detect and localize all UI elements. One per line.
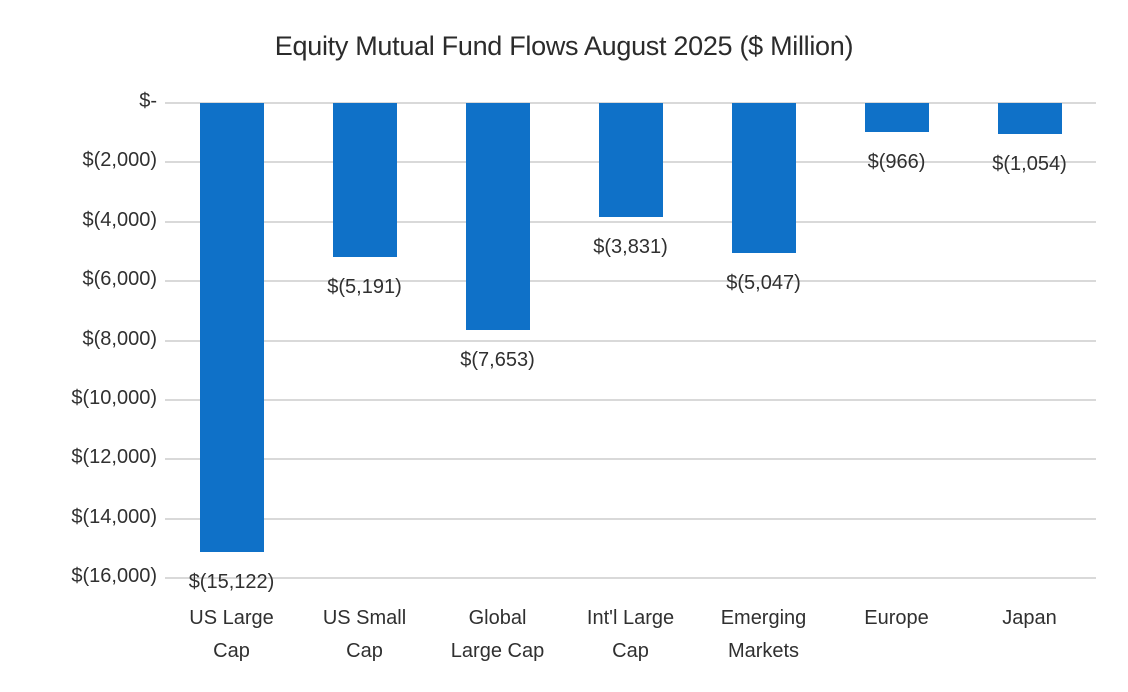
y-tick-label-10-000: $(10,000): [71, 386, 157, 409]
x-category-label-line: Global: [468, 607, 527, 629]
gridline-12-000: [165, 458, 1096, 461]
y-tick-label-8-000: $(8,000): [82, 327, 158, 350]
gridline-4-000: [165, 220, 1096, 223]
x-category-label-line: US Large: [189, 607, 274, 629]
gridline-8-000: [165, 339, 1096, 342]
x-category-label-line: Japan: [1002, 607, 1057, 629]
x-category-label-line: Emerging: [720, 607, 807, 629]
gridline-14-000: [165, 517, 1096, 520]
value-label-europe: $(966): [867, 150, 926, 173]
bar-us-small-cap: [332, 103, 397, 258]
x-category-label-global-large-cap: Global Large Cap: [423, 602, 573, 668]
y-tick-label-14-000: $(14,000): [71, 505, 157, 528]
x-category-label-int-l-large-cap: Int'l Large Cap: [556, 602, 706, 668]
value-label-us-small-cap: $(5,191): [327, 276, 402, 299]
x-category-label-us-small-cap: US Small Cap: [290, 602, 440, 668]
x-category-label-line: Cap: [612, 640, 649, 662]
chart-title: Equity Mutual Fund Flows August 2025 ($ …: [274, 31, 854, 61]
y-tick-label-6-000: $(6,000): [82, 268, 158, 291]
x-category-label-line: Cap: [346, 640, 383, 662]
x-category-label-line: Europe: [864, 607, 929, 629]
y-tick-label-4-000: $(4,000): [82, 208, 158, 231]
value-label-japan: $(1,054): [992, 153, 1067, 176]
bar-europe: [864, 103, 929, 132]
x-category-label-us-large-cap: US Large Cap: [157, 602, 307, 668]
x-category-label-line: Cap: [213, 640, 250, 662]
y-tick-label-: $-: [139, 90, 157, 112]
value-label-int-l-large-cap: $(3,831): [593, 235, 668, 258]
bar-us-large-cap: [199, 103, 264, 552]
value-label-emerging-markets: $(5,047): [726, 271, 801, 294]
x-category-label-line: Large Cap: [450, 640, 545, 662]
x-category-label-line: Markets: [727, 640, 800, 662]
bar-global-large-cap: [465, 103, 530, 331]
bar-emerging-markets: [731, 103, 796, 253]
gridline-10-000: [165, 398, 1096, 401]
y-tick-label-16-000: $(16,000): [71, 565, 157, 587]
x-category-label-europe: Europe: [822, 602, 972, 635]
y-tick-label-12-000: $(12,000): [71, 446, 157, 469]
x-category-label-line: Int'l Large: [586, 607, 675, 629]
bar-int-l-large-cap: [598, 103, 663, 217]
x-category-label-japan: Japan: [955, 602, 1105, 635]
y-tick-label-2-000: $(2,000): [82, 149, 158, 172]
bar-japan: [997, 103, 1062, 135]
x-category-label-emerging-markets: Emerging Markets: [689, 602, 839, 668]
value-label-global-large-cap: $(7,653): [460, 349, 535, 372]
value-label-us-large-cap: $(15,122): [188, 570, 275, 593]
gridline-6-000: [165, 280, 1096, 283]
x-category-label-line: US Small: [322, 607, 407, 629]
gridline-16-000: [165, 577, 1096, 579]
